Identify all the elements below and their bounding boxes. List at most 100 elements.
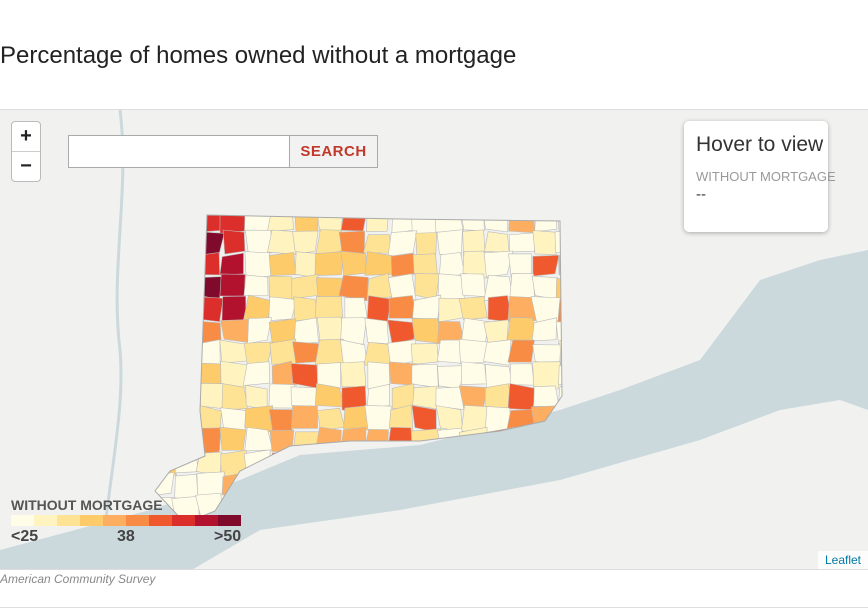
town[interactable] <box>174 473 199 499</box>
town[interactable] <box>435 405 464 433</box>
town[interactable] <box>268 296 298 322</box>
town[interactable] <box>340 210 368 232</box>
town[interactable] <box>174 382 199 409</box>
town[interactable] <box>149 428 174 454</box>
town[interactable] <box>506 317 537 342</box>
town[interactable] <box>293 317 319 345</box>
town[interactable] <box>219 339 249 364</box>
search-button[interactable]: SEARCH <box>290 135 378 168</box>
town[interactable] <box>170 251 200 280</box>
town[interactable] <box>415 232 437 256</box>
town[interactable] <box>484 231 510 253</box>
town[interactable] <box>314 426 342 455</box>
town[interactable] <box>411 363 439 389</box>
town[interactable] <box>410 208 440 235</box>
town[interactable] <box>199 383 224 410</box>
town[interactable] <box>410 343 439 365</box>
town[interactable] <box>458 296 488 321</box>
town[interactable] <box>509 363 535 386</box>
town[interactable] <box>436 229 463 257</box>
town[interactable] <box>244 229 272 255</box>
town[interactable] <box>315 229 342 256</box>
town[interactable] <box>175 295 201 321</box>
town[interactable] <box>150 406 176 433</box>
town[interactable] <box>243 274 269 296</box>
town[interactable] <box>268 252 297 276</box>
town[interactable] <box>151 471 175 497</box>
town[interactable] <box>364 251 394 276</box>
town[interactable] <box>244 251 273 279</box>
town[interactable] <box>437 365 464 390</box>
town[interactable] <box>294 251 319 279</box>
town[interactable] <box>171 342 200 365</box>
town[interactable] <box>555 319 582 345</box>
town[interactable] <box>363 234 393 254</box>
town[interactable] <box>314 296 344 319</box>
town[interactable] <box>439 252 466 278</box>
town[interactable] <box>483 250 514 277</box>
town[interactable] <box>462 250 488 279</box>
town[interactable] <box>269 429 295 453</box>
town[interactable] <box>220 319 250 343</box>
town[interactable] <box>340 426 367 452</box>
town[interactable] <box>197 231 225 258</box>
town[interactable] <box>508 211 536 234</box>
town[interactable] <box>458 385 489 408</box>
town[interactable] <box>316 362 341 389</box>
town[interactable] <box>340 361 367 388</box>
town[interactable] <box>532 230 559 255</box>
town[interactable] <box>458 338 490 364</box>
town[interactable] <box>412 253 438 275</box>
town[interactable] <box>366 295 392 323</box>
town[interactable] <box>148 208 174 235</box>
town[interactable] <box>291 274 319 300</box>
town[interactable] <box>367 361 391 390</box>
town[interactable] <box>294 210 319 233</box>
town[interactable] <box>150 342 173 368</box>
town[interactable] <box>221 383 249 411</box>
town[interactable] <box>149 274 178 298</box>
town[interactable] <box>174 361 199 389</box>
town[interactable] <box>460 404 488 432</box>
town[interactable] <box>269 338 297 365</box>
town[interactable] <box>150 231 177 257</box>
town[interactable] <box>293 296 319 322</box>
town[interactable] <box>531 275 560 301</box>
town[interactable] <box>219 426 247 451</box>
town[interactable] <box>483 339 512 366</box>
town[interactable] <box>195 427 222 455</box>
town[interactable] <box>412 385 440 410</box>
town[interactable] <box>533 385 560 407</box>
town[interactable] <box>292 230 319 255</box>
town[interactable] <box>364 317 389 345</box>
town[interactable] <box>531 317 558 342</box>
town[interactable] <box>194 339 221 366</box>
town[interactable] <box>266 208 295 232</box>
town[interactable] <box>148 361 173 389</box>
town[interactable] <box>508 232 537 253</box>
town[interactable] <box>340 250 367 276</box>
town[interactable] <box>437 273 465 300</box>
town[interactable] <box>147 316 176 341</box>
town[interactable] <box>242 361 270 386</box>
town[interactable] <box>559 339 583 367</box>
town[interactable] <box>219 252 244 276</box>
town[interactable] <box>148 383 174 408</box>
town[interactable] <box>366 383 390 409</box>
town[interactable] <box>247 317 272 344</box>
town[interactable] <box>174 229 202 255</box>
town[interactable] <box>532 361 561 390</box>
town[interactable] <box>291 405 318 429</box>
town[interactable] <box>340 317 367 345</box>
town[interactable] <box>534 207 558 232</box>
search-input[interactable] <box>68 135 290 168</box>
town[interactable] <box>174 273 199 301</box>
zoom-in[interactable]: + <box>12 122 40 152</box>
town[interactable] <box>314 251 344 277</box>
town[interactable] <box>507 339 535 363</box>
zoom-out[interactable]: − <box>20 155 32 177</box>
town[interactable] <box>555 278 583 301</box>
town[interactable] <box>171 404 201 433</box>
town[interactable] <box>532 254 560 277</box>
town[interactable] <box>557 210 582 235</box>
